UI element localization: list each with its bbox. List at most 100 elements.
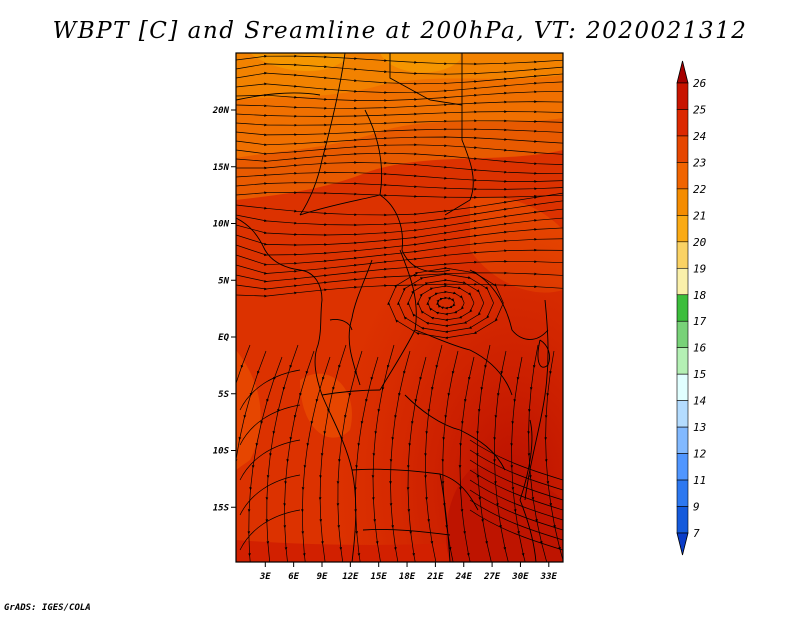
streamline	[441, 350, 459, 562]
streamline	[469, 489, 563, 531]
lat-tick-label: 10S	[213, 447, 230, 457]
colorbar-swatch	[676, 347, 689, 375]
lat-tick-label: 15N	[213, 163, 230, 173]
streamline	[236, 127, 563, 137]
colorbar-label: 18	[693, 289, 707, 302]
streamline	[527, 344, 548, 562]
colorbar-top-arrow	[676, 60, 689, 84]
streamline	[239, 509, 301, 551]
colorbar-label: 12	[693, 448, 707, 461]
streamline	[424, 344, 443, 562]
streamline	[389, 350, 411, 562]
colorbar-swatch	[676, 162, 689, 190]
streamline	[336, 350, 363, 562]
colorbar-label: 14	[693, 395, 706, 408]
streamline	[469, 499, 563, 541]
colorbar-swatch	[676, 506, 689, 534]
lon-tick-label: 18E	[399, 572, 416, 582]
colorbar-swatch	[676, 426, 689, 454]
colorbar-swatch	[676, 215, 689, 243]
colorbar: 26 25 24 23 22 21 20 19 18 17 16 15 14 13 12 11 9 7	[676, 60, 707, 556]
lat-tick-label: 15S	[213, 503, 230, 513]
longitude-axis: 3E 6E 9E 12E 15E 18E 21E 24E 27E 30E 33E	[259, 562, 558, 582]
colorbar-label: 15	[693, 368, 706, 381]
lat-tick-label: 10N	[213, 220, 230, 230]
colorbar-swatch	[676, 373, 689, 401]
streamline	[406, 356, 427, 562]
colorbar-swatch	[676, 267, 689, 296]
colorbar-swatch	[676, 82, 689, 110]
boundary-line	[537, 339, 551, 368]
streamline	[469, 459, 563, 501]
streamline	[544, 350, 563, 562]
colorbar-swatch	[676, 188, 689, 216]
streamline	[239, 474, 301, 516]
streamline	[236, 181, 563, 191]
colorbar-label: 11	[693, 474, 706, 487]
colorbar-swatch	[676, 400, 689, 428]
lon-tick-label: 27E	[483, 572, 501, 582]
streamline	[236, 100, 563, 110]
colorbar-bottom-arrow	[676, 532, 689, 556]
streamlines	[236, 54, 563, 562]
streamline	[236, 119, 563, 127]
colorbar-swatch	[676, 320, 689, 349]
streamline	[236, 110, 563, 118]
colorbar-label: 19	[693, 262, 706, 275]
lat-tick-label: 20N	[212, 106, 230, 116]
streamline	[354, 356, 379, 562]
lon-tick-label: 33E	[540, 572, 558, 582]
colorbar-swatch	[676, 109, 689, 137]
streamline	[493, 350, 509, 562]
streamline	[239, 439, 301, 481]
colorbar-label: 23	[693, 156, 706, 169]
lat-tick-label: 5S	[218, 390, 229, 400]
colorbar-label: 24	[693, 130, 706, 143]
streamline	[469, 479, 563, 521]
colorbar-label: 22	[693, 183, 707, 196]
streamline	[458, 356, 475, 562]
colorbar-swatch	[676, 453, 689, 481]
lon-tick-label: 24E	[455, 572, 473, 582]
colorbar-label: 20	[693, 236, 707, 249]
streamline	[371, 344, 395, 562]
lon-tick-label: 15E	[371, 572, 388, 582]
lat-tick-label: EQ	[218, 333, 229, 343]
colorbar-label: 26	[693, 77, 707, 90]
colorbar-label: 9	[693, 501, 700, 514]
streamline	[387, 266, 504, 340]
colorbar-label: 21	[693, 209, 706, 222]
colorbar-swatch	[676, 135, 689, 163]
streamline	[236, 90, 563, 102]
streamline	[469, 449, 563, 491]
streamline	[469, 469, 563, 511]
colorbar-swatch	[676, 294, 689, 322]
colorbar-label: 13	[693, 421, 706, 434]
colorbar-label: 7	[693, 527, 700, 540]
streamline	[510, 356, 526, 562]
map-border	[235, 52, 564, 563]
lon-tick-label: 9E	[317, 572, 328, 582]
streamline	[318, 344, 347, 562]
grads-credit: GrADS: IGES/COLA	[4, 603, 91, 613]
colorbar-label: 16	[693, 342, 707, 355]
map-title: WBPT [C] and Sreamline at 200hPa, VT: 20…	[52, 18, 748, 44]
boundary-line	[329, 319, 353, 331]
lon-tick-label: 21E	[426, 572, 444, 582]
lat-tick-label: 5N	[218, 276, 229, 286]
latitude-axis: 20N 15N 10N 5N EQ 5S 10S 15S	[212, 106, 236, 513]
streamline	[239, 369, 301, 411]
colorbar-label: 25	[693, 104, 706, 117]
streamline	[239, 404, 301, 446]
lon-tick-label: 3E	[259, 572, 271, 582]
streamline	[469, 439, 563, 481]
lon-tick-label: 30E	[511, 572, 529, 582]
colorbar-swatch	[676, 479, 689, 507]
colorbar-label: 17	[693, 315, 707, 328]
lon-tick-label: 6E	[288, 572, 299, 582]
lon-tick-label: 12E	[342, 572, 359, 582]
colorbar-swatch	[676, 241, 689, 269]
streamline	[469, 509, 563, 551]
streamline	[301, 356, 331, 562]
